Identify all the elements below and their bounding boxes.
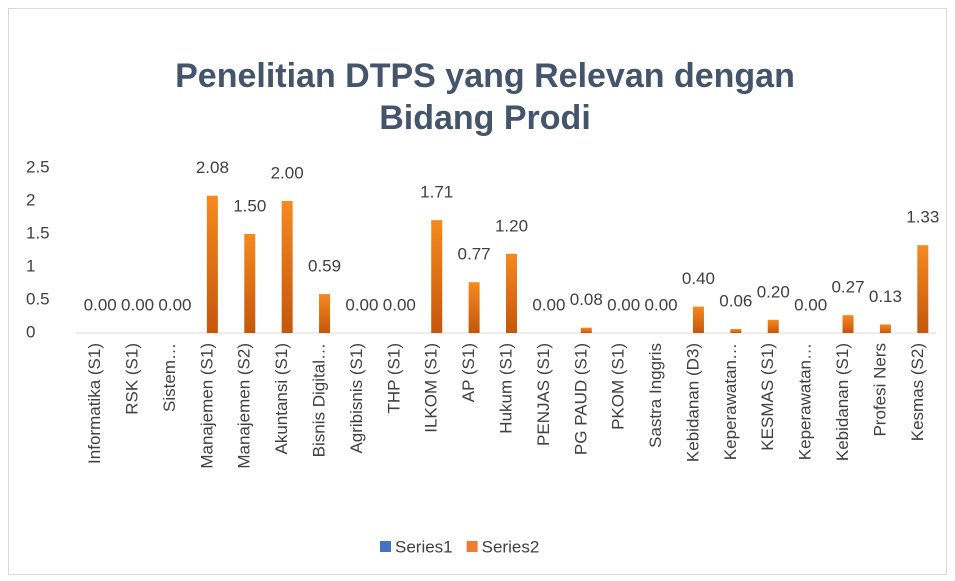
data-label: 0.00 — [532, 295, 565, 314]
x-tick-label: Bisnis Digital… — [310, 343, 329, 457]
data-label: 2.00 — [271, 163, 304, 182]
data-label: 1.50 — [233, 196, 266, 215]
y-tick-label: 2 — [26, 190, 35, 209]
y-tick-label: 1.5 — [26, 223, 50, 242]
x-tick-label: Agribisnis (S1) — [347, 343, 366, 454]
legend-label: Series2 — [482, 537, 540, 556]
data-label: 0.00 — [158, 295, 191, 314]
y-tick-label: 2.5 — [26, 157, 50, 176]
x-tick-label: Manajemen (S2) — [235, 343, 254, 469]
x-tick-label: AP (S1) — [459, 343, 478, 402]
data-label: 0.06 — [719, 292, 752, 311]
data-label: 1.33 — [906, 208, 939, 227]
x-tick-label: Sastra Inggris — [646, 343, 665, 448]
x-tick-label: Kesmas (S2) — [908, 343, 927, 441]
x-tick-label: Manajemen (S1) — [197, 343, 216, 469]
data-label: 0.00 — [121, 295, 154, 314]
data-label: 0.00 — [645, 295, 678, 314]
x-tick-label: RSK (S1) — [123, 343, 142, 415]
x-tick-label: THP (S1) — [384, 343, 403, 414]
bar — [281, 201, 293, 333]
bar — [319, 294, 331, 333]
data-label: 0.77 — [458, 245, 491, 264]
y-tick-label: 0 — [26, 322, 35, 341]
x-tick-label: ILKOM (S1) — [422, 343, 441, 433]
x-tick-label: Kebidanan (S1) — [833, 343, 852, 461]
x-tick-label: KESMAS (S1) — [758, 343, 777, 451]
legend-swatch — [380, 541, 391, 552]
bar — [730, 329, 742, 333]
x-tick-label: Keperawatan… — [796, 343, 815, 460]
bar — [431, 220, 443, 333]
data-label: 0.00 — [345, 295, 378, 314]
bar — [842, 315, 854, 333]
bar — [244, 234, 256, 333]
y-tick-label: 1 — [26, 256, 35, 275]
data-label: 0.08 — [570, 290, 603, 309]
x-tick-label: PKOM (S1) — [609, 343, 628, 430]
bar — [580, 327, 592, 333]
y-tick-label: 0.5 — [26, 289, 50, 308]
legend-label: Series1 — [395, 537, 453, 556]
bar — [692, 306, 704, 333]
data-label: 0.59 — [308, 257, 341, 276]
bar — [468, 282, 480, 333]
data-label: 1.71 — [420, 183, 453, 202]
bar — [506, 253, 517, 333]
data-label: 0.00 — [383, 295, 416, 314]
x-tick-label: Akuntansi (S1) — [272, 343, 291, 455]
bar — [879, 324, 891, 333]
x-tick-label: Informatika (S1) — [85, 343, 104, 464]
x-tick-label: Hukum (S1) — [496, 343, 515, 434]
data-label: 0.13 — [869, 287, 902, 306]
bar — [206, 195, 218, 333]
chart-title: Penelitian DTPS yang Relevan dengan Bidan… — [175, 57, 795, 137]
data-label: 0.00 — [794, 295, 827, 314]
x-tick-label: Sistem… — [160, 343, 179, 412]
data-label: 2.08 — [196, 158, 229, 177]
x-tick-label: PENJAS (S1) — [534, 343, 553, 446]
x-tick-label: Kebidanan (D3) — [683, 343, 702, 462]
data-label: 0.20 — [757, 282, 790, 301]
data-label: 0.00 — [84, 295, 117, 314]
data-label: 1.20 — [495, 216, 528, 235]
data-label: 0.40 — [682, 269, 715, 288]
bar — [767, 319, 779, 333]
legend-swatch — [466, 541, 478, 552]
data-label: 0.00 — [607, 295, 640, 314]
x-tick-label: PG PAUD (S1) — [571, 343, 590, 455]
data-label: 0.27 — [831, 278, 864, 297]
bar — [917, 245, 929, 333]
x-tick-label: Keperawatan… — [721, 343, 740, 460]
x-tick-label: Profesi Ners — [870, 343, 889, 437]
